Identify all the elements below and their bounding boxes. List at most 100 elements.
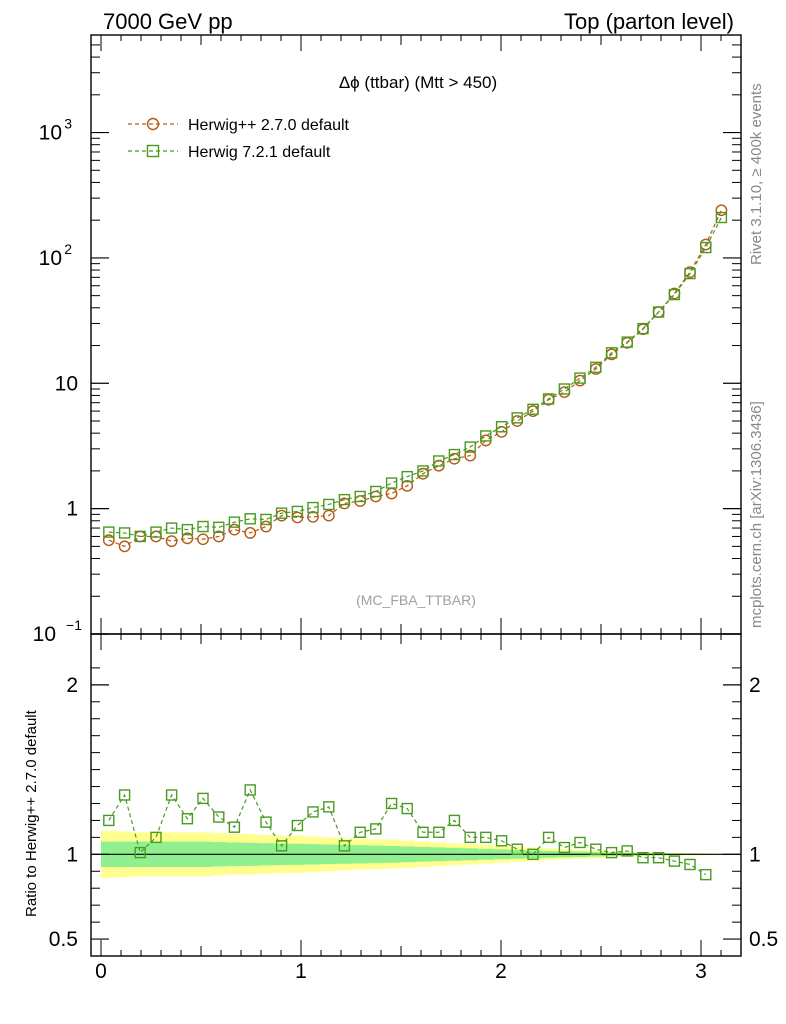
ratio-point <box>668 855 681 867</box>
ratio-ytick-label-right: 0.5 <box>749 928 778 951</box>
data-point-herwig7 <box>715 211 728 224</box>
ratio-xtick-label: 0 <box>95 960 107 983</box>
data-point-herwigpp <box>417 467 429 480</box>
data-point-herwigpp <box>322 509 335 522</box>
ratio-point <box>684 858 696 871</box>
ratio-point <box>370 823 382 835</box>
main-ytick-exponent: 2 <box>64 241 72 257</box>
data-point-herwigpp <box>228 523 241 536</box>
data-point-herwig7 <box>684 267 696 280</box>
data-point-herwigpp <box>715 204 728 217</box>
main-title: Δϕ (ttbar) (Mtt > 450) <box>339 73 497 92</box>
ratio-point <box>197 792 209 805</box>
data-point-herwigpp <box>699 238 712 251</box>
data-point-herwigpp <box>385 487 398 500</box>
data-point-herwig7 <box>668 288 681 301</box>
ratio-point <box>621 845 633 857</box>
data-point-herwig7 <box>652 306 665 318</box>
legend: Herwig++ 2.7.0 default Herwig 7.2.1 defa… <box>128 117 350 161</box>
data-point-herwig7 <box>590 361 602 374</box>
data-point-herwig7 <box>417 465 429 477</box>
ratio-point <box>181 813 194 825</box>
ratio-point <box>700 868 712 881</box>
ratio-point <box>401 802 413 815</box>
ratio-point <box>385 797 398 810</box>
data-point-herwig7 <box>338 493 351 506</box>
ratio-point <box>558 841 571 854</box>
watermark: (MC_FBA_TTBAR) <box>356 592 476 608</box>
header-right: Top (parton level) <box>564 9 734 34</box>
data-point-herwig7 <box>118 527 131 539</box>
ratio-point <box>338 840 351 852</box>
data-point-herwig7 <box>637 322 649 335</box>
ratio-xtick-label: 3 <box>695 960 707 983</box>
data-point-herwigpp <box>291 511 304 524</box>
legend-label-herwigpp: Herwig++ 2.7.0 default <box>188 117 350 134</box>
ratio-point <box>433 826 445 838</box>
main-ytick-exponent: 3 <box>64 116 72 132</box>
main-ytick-label: 10 <box>33 623 56 646</box>
main-ytick-exponent: −1 <box>66 617 82 633</box>
ratio-point <box>244 784 256 796</box>
ratio-point <box>275 840 288 852</box>
ratio-ytick-label-right: 2 <box>749 674 761 697</box>
ratio-point <box>165 789 178 801</box>
data-point-herwig7 <box>558 383 571 395</box>
ratio-point <box>480 831 492 844</box>
data-point-herwig7 <box>197 520 209 533</box>
legend-entry-herwig7: Herwig 7.2.1 default <box>128 144 331 161</box>
ratio-point <box>228 821 241 833</box>
ratio-point <box>417 826 429 838</box>
ratio-xtick-label: 1 <box>295 960 307 983</box>
legend-marker-herwigpp <box>146 117 160 131</box>
ratio-point <box>511 843 523 855</box>
main-ytick-label: 10 <box>39 247 62 270</box>
data-point-herwigpp <box>165 535 178 548</box>
data-point-herwig7 <box>527 403 539 416</box>
ratio-point <box>637 852 649 864</box>
data-point-herwigpp <box>244 527 257 539</box>
data-point-herwig7 <box>433 455 445 467</box>
data-point-herwig7 <box>275 507 288 519</box>
ratio-point <box>590 843 602 855</box>
data-point-herwig7 <box>700 241 712 254</box>
ratio-point <box>527 848 539 861</box>
data-point-herwig7 <box>480 430 492 442</box>
data-point-herwigpp <box>102 534 115 547</box>
data-point-herwigpp <box>260 520 272 533</box>
data-point-herwig7 <box>464 441 476 453</box>
ratio-point <box>260 816 272 828</box>
ratio-point <box>354 826 366 838</box>
data-point-herwigpp <box>181 532 194 545</box>
data-point-herwigpp <box>212 530 225 543</box>
ratio-point <box>464 831 476 844</box>
legend-label-herwig7: Herwig 7.2.1 default <box>188 144 331 161</box>
ratio-point <box>323 801 335 813</box>
data-point-herwig7 <box>103 526 115 538</box>
ratio-point <box>652 852 665 864</box>
ratio-frame <box>90 633 742 957</box>
legend-marker-herwig7 <box>146 144 160 158</box>
data-point-herwig7 <box>448 448 461 461</box>
ratio-point <box>448 814 461 827</box>
ratio-ylabel: Ratio to Herwig++ 2.7.0 default <box>23 709 40 917</box>
ratio-point <box>291 819 304 832</box>
ratio-point <box>574 836 586 849</box>
ratio-point <box>213 811 225 823</box>
data-point-herwig7 <box>150 526 162 538</box>
ratio-point <box>103 814 115 827</box>
data-point-herwig7 <box>181 523 194 536</box>
data-point-herwig7 <box>542 393 555 405</box>
data-point-herwig7 <box>228 516 241 528</box>
data-point-herwig7 <box>165 522 178 534</box>
data-point-herwig7 <box>354 490 366 503</box>
data-point-herwig7 <box>495 421 508 433</box>
data-point-herwig7 <box>574 372 586 384</box>
data-point-herwigpp <box>401 479 414 492</box>
data-point-herwig7 <box>511 412 523 424</box>
data-point-herwig7 <box>621 336 633 348</box>
ratio-point <box>307 806 319 818</box>
ratio-xtick-label: 2 <box>495 960 507 983</box>
